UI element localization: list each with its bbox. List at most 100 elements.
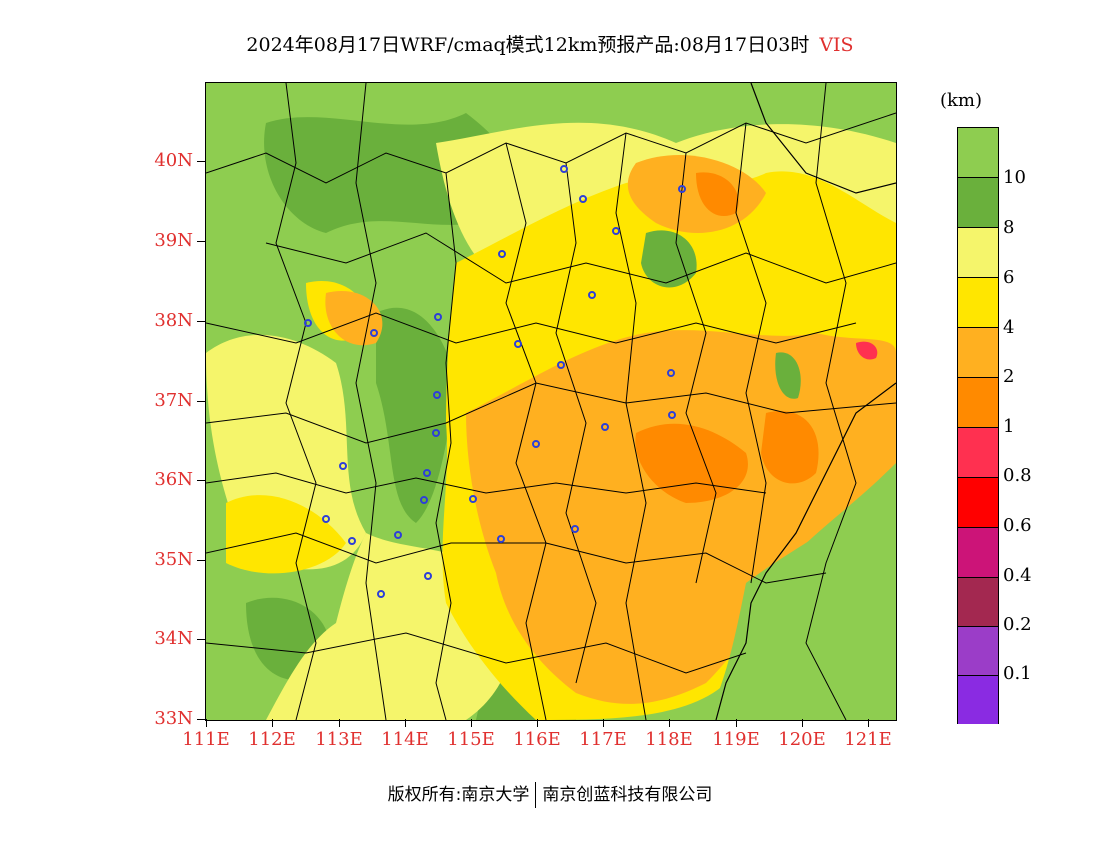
city-marker (394, 531, 402, 539)
colorbar-label: 0.8 (1003, 465, 1032, 486)
colorbar-label: 8 (1003, 217, 1015, 238)
x-tick (471, 719, 472, 727)
colorbar-label: 0.4 (1003, 565, 1032, 586)
city-marker (348, 537, 356, 545)
y-tick-label: 36N (154, 469, 193, 490)
city-marker (668, 411, 676, 419)
vis-area-2-4 (325, 291, 383, 346)
colorbar-label: 4 (1003, 317, 1015, 338)
city-marker (424, 572, 432, 580)
y-tick (197, 401, 205, 402)
city-marker (434, 313, 442, 321)
colorbar-swatch (958, 428, 998, 478)
y-tick-label: 38N (154, 310, 193, 331)
x-tick (736, 719, 737, 727)
colorbar-label: 0.2 (1003, 614, 1032, 635)
city-marker (433, 391, 441, 399)
x-tick (802, 719, 803, 727)
city-marker (514, 340, 522, 348)
city-marker (469, 495, 477, 503)
x-tick (405, 719, 406, 727)
x-tick-label: 120E (778, 729, 826, 750)
city-marker (420, 496, 428, 504)
colorbar-label: 6 (1003, 267, 1015, 288)
vis-area-8-10 (641, 230, 697, 288)
x-tick-label: 118E (645, 729, 693, 750)
city-marker (339, 462, 347, 470)
colorbar-swatch (958, 578, 998, 627)
x-tick (339, 719, 340, 727)
colorbar-swatch (958, 676, 998, 724)
y-tick-label: 33N (154, 708, 193, 729)
x-tick-label: 112E (248, 729, 296, 750)
y-tick (197, 560, 205, 561)
city-marker (532, 440, 540, 448)
coastline (715, 83, 896, 720)
x-tick-label: 119E (712, 729, 760, 750)
colorbar-swatch (958, 178, 998, 228)
city-marker (498, 250, 506, 258)
city-marker (667, 369, 675, 377)
city-marker (678, 185, 686, 193)
city-markers (304, 165, 686, 598)
city-marker (579, 195, 587, 203)
y-tick (197, 241, 205, 242)
x-tick-label: 117E (579, 729, 627, 750)
x-tick-label: 114E (381, 729, 429, 750)
footer-separator (535, 782, 537, 808)
vis-area-1-2 (635, 423, 748, 503)
city-marker (612, 227, 620, 235)
vis-area-1-2 (761, 411, 819, 484)
x-tick (537, 719, 538, 727)
city-marker (377, 590, 385, 598)
vis-area-sea (706, 483, 896, 720)
city-marker (560, 165, 568, 173)
colorbar-swatch (958, 228, 998, 278)
city-marker (432, 429, 440, 437)
colorbar-swatch (958, 378, 998, 428)
y-tick-label: 40N (154, 150, 193, 171)
colorbar-label: 1 (1003, 416, 1015, 437)
x-tick-label: 115E (447, 729, 495, 750)
colorbar-swatch (958, 627, 998, 676)
x-tick (669, 719, 670, 727)
colorbar-label: 10 (1003, 167, 1026, 188)
title-main: 2024年08月17日WRF/cmaq模式12km预报产品:08月17日03时 (246, 34, 810, 56)
y-tick-label: 37N (154, 390, 193, 411)
forecast-map[interactable] (205, 82, 897, 721)
vis-area-1-2 (696, 172, 739, 217)
city-marker (497, 535, 505, 543)
city-marker (557, 361, 565, 369)
city-marker (601, 423, 609, 431)
x-tick (206, 719, 207, 727)
vis-area-8-10 (775, 352, 801, 399)
x-tick (603, 719, 604, 727)
y-tick-label: 35N (154, 549, 193, 570)
colorbar-swatch (958, 478, 998, 528)
colorbar-swatch (958, 528, 998, 578)
city-marker (571, 525, 579, 533)
x-tick-label: 121E (844, 729, 892, 750)
city-marker (588, 291, 596, 299)
copyright-company: 南京创蓝科技有限公司 (542, 785, 713, 805)
y-tick-label: 34N (154, 628, 193, 649)
x-tick-label: 113E (315, 729, 363, 750)
y-tick (197, 480, 205, 481)
y-tick (197, 161, 205, 162)
x-tick (868, 719, 869, 727)
x-tick (272, 719, 273, 727)
title-variable: VIS (819, 34, 854, 56)
city-marker (370, 329, 378, 337)
city-marker (322, 515, 330, 523)
colorbar-label: 0.1 (1003, 663, 1032, 684)
x-tick-label: 111E (182, 729, 230, 750)
vis-area-8-10 (376, 307, 456, 523)
colorbar-legend (957, 127, 999, 724)
colorbar-swatch (958, 328, 998, 378)
boundary-lines (206, 83, 896, 720)
colorbar-label: 0.6 (1003, 515, 1032, 536)
x-tick-label: 116E (513, 729, 561, 750)
y-tick (197, 719, 205, 720)
colorbar-swatch (958, 128, 998, 178)
city-marker (423, 469, 431, 477)
